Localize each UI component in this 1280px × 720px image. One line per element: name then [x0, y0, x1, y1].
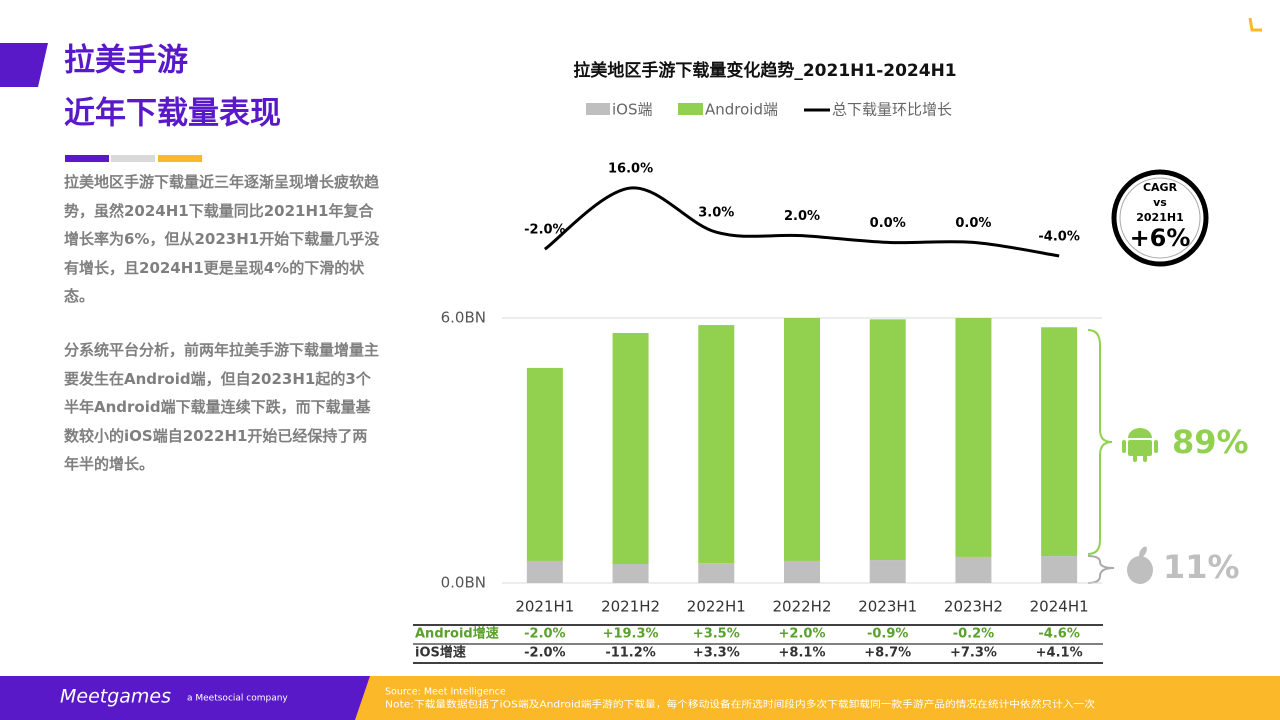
data-label: 3.0% [698, 206, 734, 221]
bar [869, 560, 906, 583]
bar [526, 367, 563, 561]
bar [784, 318, 820, 561]
legend-label: 总下载量环比增长 [832, 101, 952, 119]
paragraph: 拉美地区手游下载量近三年逐渐呈现增长疲软趋势，虽然2024H1下载量同比2021… [64, 173, 380, 305]
bar [955, 318, 992, 557]
brace [1087, 329, 1113, 555]
x-tick-label: 2023H2 [944, 598, 1003, 616]
table-cell: -0.2% [953, 627, 994, 642]
title: 拉美手游 [64, 43, 188, 79]
row-label: Android增速 [415, 626, 499, 642]
table-cell: +8.1% [779, 646, 826, 661]
x-tick-label: 2023H1 [858, 598, 917, 616]
data-label: 16.0% [608, 162, 653, 177]
bar [784, 560, 820, 583]
table-cell: +19.3% [603, 627, 659, 642]
cagr-value: +6% [1130, 224, 1191, 252]
data-label: -4.0% [1038, 230, 1079, 245]
x-tick-label: 2022H1 [687, 598, 746, 616]
cagr-label: CAGR [1143, 181, 1178, 194]
android-share: 89% [1172, 423, 1249, 461]
table-cell: +3.5% [693, 627, 740, 642]
table-cell: +3.3% [693, 646, 740, 661]
cagr-ring [1119, 177, 1201, 259]
accent [111, 155, 155, 162]
paragraph: 分系统平台分析，前两年拉美手游下载量增量主要发生在Android端，但自2023… [64, 341, 380, 473]
ios-share: 11% [1163, 548, 1240, 586]
bar [1041, 556, 1078, 583]
brand: Meetgames [60, 686, 171, 708]
data-label: 2.0% [784, 209, 820, 224]
x-tick-label: 2024H1 [1030, 598, 1089, 616]
row-label: iOS增速 [415, 645, 466, 661]
cagr-badge [1111, 169, 1209, 267]
legend-label: iOS端 [612, 101, 653, 119]
legend-swatch [586, 103, 610, 115]
x-tick-label: 2022H2 [773, 598, 832, 616]
bar [955, 556, 992, 583]
table-cell: +2.0% [779, 627, 826, 642]
x-tick-label: 2021H2 [601, 598, 660, 616]
tagline: a Meetsocial company [187, 694, 288, 704]
cagr-label: 2021H1 [1136, 211, 1183, 224]
table-cell: -2.0% [524, 646, 565, 661]
bar [869, 319, 906, 561]
legend-swatch [678, 103, 703, 115]
bar [526, 560, 563, 583]
bar [612, 564, 649, 583]
accent [65, 155, 109, 162]
data-label: 0.0% [870, 216, 906, 231]
data-label: -2.0% [524, 223, 565, 238]
source: Source: Meet Intelligence [385, 687, 506, 698]
table-cell: -11.2% [605, 646, 656, 661]
data-label: 0.0% [955, 216, 991, 231]
y-tick-label: 6.0BN [441, 309, 486, 327]
android-icon [1122, 428, 1158, 462]
legend-label: Android端 [705, 101, 778, 119]
table-cell: +7.3% [950, 646, 997, 661]
bar [698, 325, 735, 564]
table-cell: -0.9% [867, 627, 908, 642]
footer-band [0, 676, 370, 720]
bar [612, 333, 649, 565]
x-tick-label: 2021H1 [515, 598, 574, 616]
apple-icon [1127, 546, 1153, 584]
table-cell: -2.0% [524, 627, 565, 642]
bar [1041, 327, 1078, 557]
line [543, 186, 1060, 258]
brace [1087, 555, 1115, 584]
chart-title: 拉美地区手游下载量变化趋势_2021H1-2024H1 [573, 60, 956, 81]
accent [158, 155, 202, 162]
note: Note:下载量数据包括了iOS端及Android端手游的下载量，每个移动设备在… [385, 699, 1096, 711]
corner-mark [1248, 17, 1262, 32]
corner-shape [0, 43, 48, 87]
table-cell: +8.7% [864, 646, 911, 661]
bar [698, 563, 735, 583]
table-cell: -4.6% [1038, 627, 1079, 642]
title: 近年下载量表现 [64, 96, 281, 132]
y-tick-label: 0.0BN [441, 574, 486, 592]
cagr-label: vs [1153, 196, 1167, 209]
table-cell: +4.1% [1036, 646, 1083, 661]
